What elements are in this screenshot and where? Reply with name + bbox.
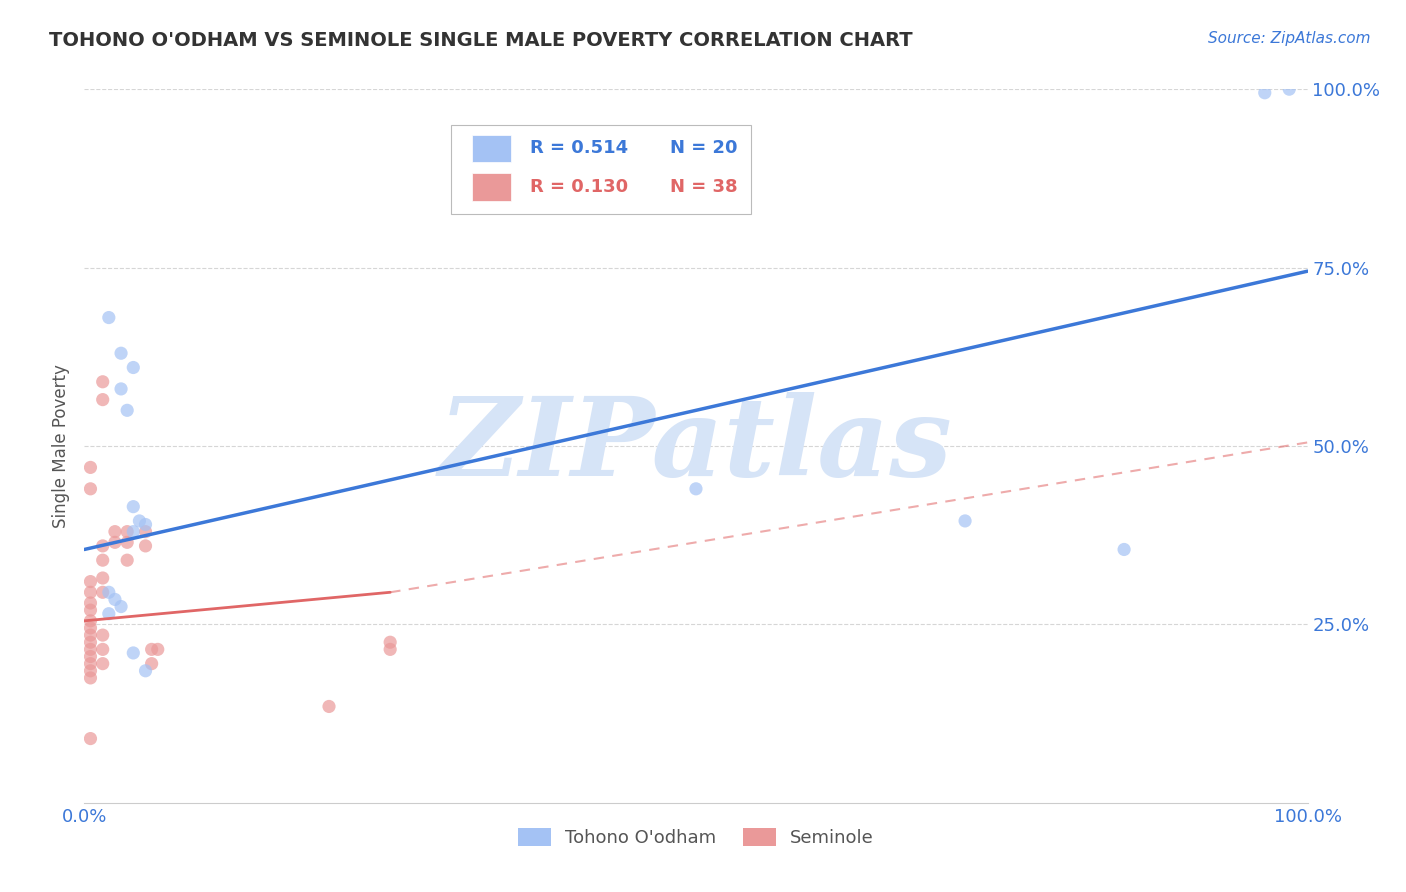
Point bbox=[122, 360, 145, 375]
Point bbox=[146, 642, 169, 657]
Point bbox=[97, 585, 120, 599]
Point bbox=[91, 642, 114, 657]
Point bbox=[79, 621, 101, 635]
Point bbox=[79, 574, 101, 589]
Point bbox=[141, 657, 163, 671]
Point bbox=[380, 642, 402, 657]
Text: Source: ZipAtlas.com: Source: ZipAtlas.com bbox=[1208, 31, 1371, 46]
Point bbox=[79, 642, 101, 657]
Point bbox=[79, 482, 101, 496]
Point bbox=[91, 375, 114, 389]
FancyBboxPatch shape bbox=[472, 135, 512, 162]
Point bbox=[97, 607, 120, 621]
Point bbox=[115, 524, 138, 539]
Point bbox=[104, 535, 127, 549]
Point bbox=[122, 646, 145, 660]
Point bbox=[135, 524, 157, 539]
Point bbox=[91, 539, 114, 553]
Point bbox=[79, 671, 101, 685]
Point bbox=[318, 699, 340, 714]
Text: R = 0.514: R = 0.514 bbox=[530, 139, 627, 157]
Point bbox=[110, 382, 132, 396]
Point bbox=[91, 571, 114, 585]
Point bbox=[115, 535, 138, 549]
Point bbox=[128, 514, 150, 528]
Point bbox=[79, 731, 101, 746]
Point bbox=[141, 642, 163, 657]
Point bbox=[91, 657, 114, 671]
Point bbox=[135, 517, 157, 532]
Point bbox=[79, 628, 101, 642]
Point bbox=[91, 553, 114, 567]
Point bbox=[91, 585, 114, 599]
Point bbox=[1114, 542, 1136, 557]
Point bbox=[1254, 86, 1277, 100]
Point bbox=[79, 596, 101, 610]
FancyBboxPatch shape bbox=[451, 125, 751, 214]
Point bbox=[135, 664, 157, 678]
Point bbox=[1278, 82, 1301, 96]
Point bbox=[115, 403, 138, 417]
Y-axis label: Single Male Poverty: Single Male Poverty bbox=[52, 364, 70, 528]
FancyBboxPatch shape bbox=[472, 173, 512, 201]
Point bbox=[79, 460, 101, 475]
Point bbox=[685, 482, 707, 496]
Text: N = 20: N = 20 bbox=[671, 139, 738, 157]
Text: N = 38: N = 38 bbox=[671, 178, 738, 196]
Legend: Tohono O'odham, Seminole: Tohono O'odham, Seminole bbox=[510, 822, 882, 855]
Point bbox=[110, 346, 132, 360]
Point bbox=[79, 614, 101, 628]
Point bbox=[122, 524, 145, 539]
Point bbox=[79, 657, 101, 671]
Point bbox=[79, 635, 101, 649]
Text: ZIPatlas: ZIPatlas bbox=[439, 392, 953, 500]
Point bbox=[115, 553, 138, 567]
Point bbox=[104, 592, 127, 607]
Point bbox=[953, 514, 976, 528]
Point bbox=[79, 585, 101, 599]
Point bbox=[135, 539, 157, 553]
Point bbox=[79, 603, 101, 617]
Point bbox=[91, 628, 114, 642]
Text: R = 0.130: R = 0.130 bbox=[530, 178, 627, 196]
Point bbox=[380, 635, 402, 649]
Point bbox=[104, 524, 127, 539]
Point bbox=[79, 664, 101, 678]
Point bbox=[110, 599, 132, 614]
Text: TOHONO O'ODHAM VS SEMINOLE SINGLE MALE POVERTY CORRELATION CHART: TOHONO O'ODHAM VS SEMINOLE SINGLE MALE P… bbox=[49, 31, 912, 50]
Point bbox=[91, 392, 114, 407]
Point bbox=[79, 649, 101, 664]
Point bbox=[97, 310, 120, 325]
Point bbox=[122, 500, 145, 514]
